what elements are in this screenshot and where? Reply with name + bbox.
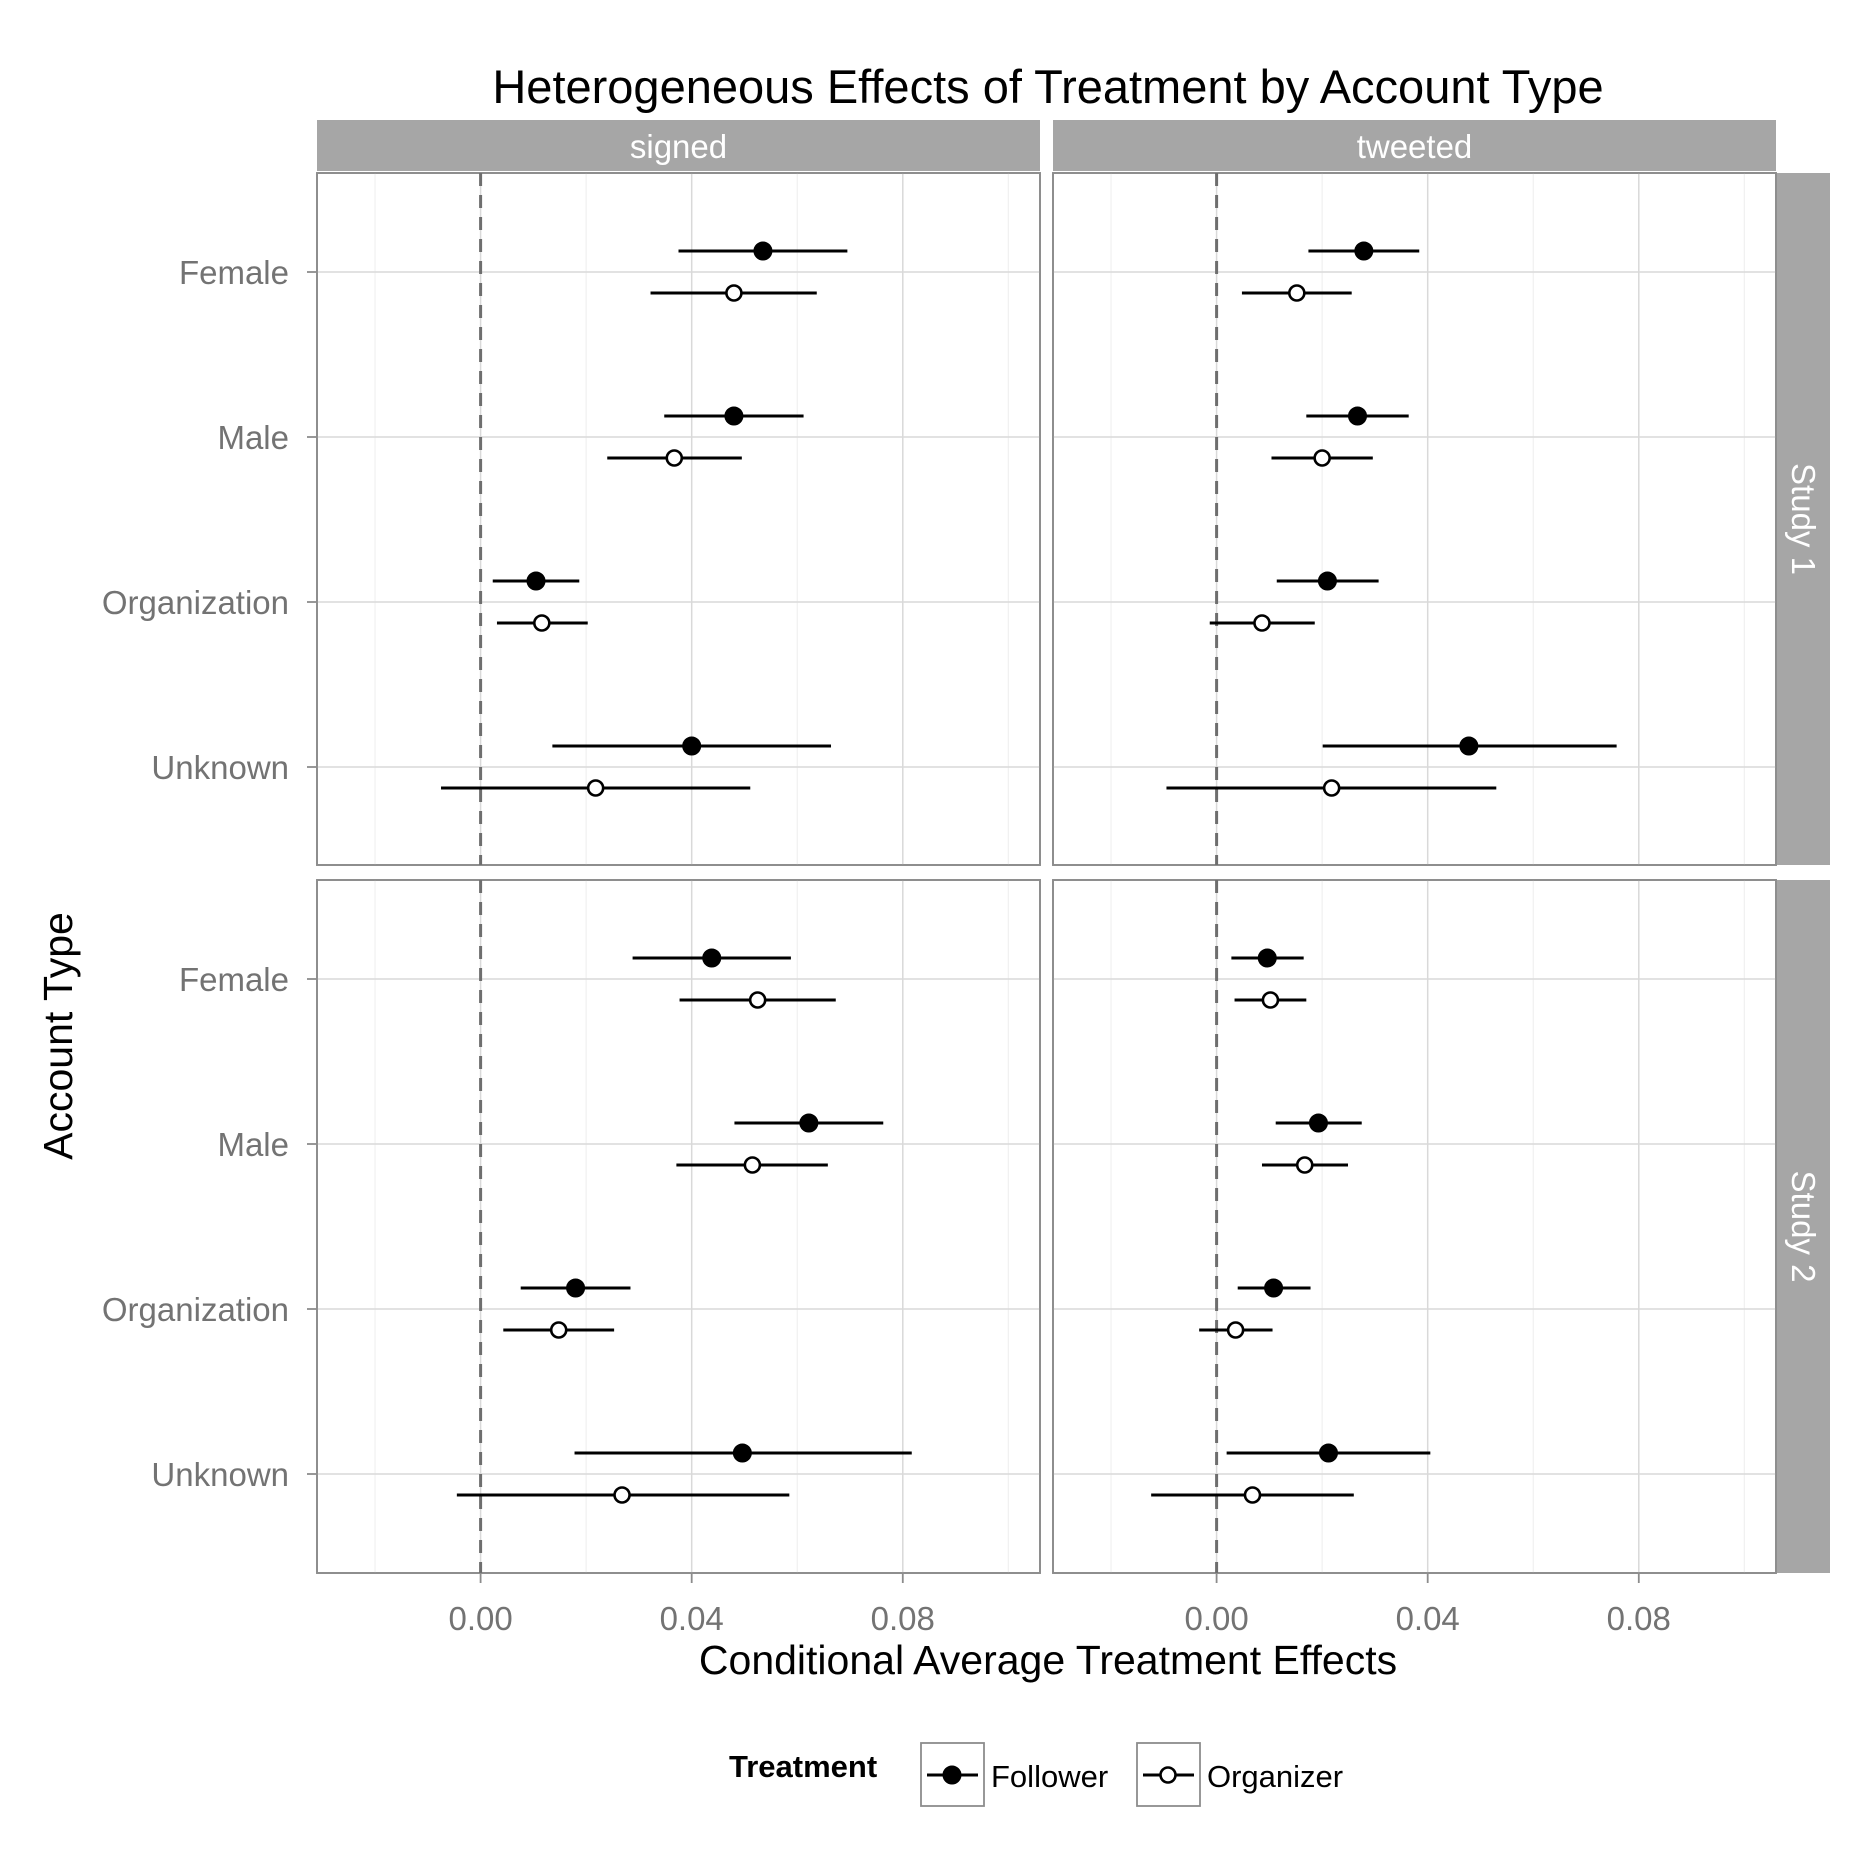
point-male-follower [724, 406, 744, 426]
panel-border [316, 172, 1041, 866]
panel-border [1052, 879, 1777, 1574]
point-organization-follower [1264, 1278, 1284, 1298]
panel-background [316, 172, 1041, 866]
panel-signed-study-2 [316, 879, 1041, 1574]
point-male-follower [1348, 406, 1368, 426]
panel-data-tweeted-study-2 [1151, 948, 1431, 1504]
y-tick-label: Female [179, 961, 289, 998]
point-unknown-organizer [1243, 1486, 1262, 1504]
point-unknown-follower [1459, 736, 1479, 756]
point-female-organizer [725, 284, 743, 302]
y-tick-label: Unknown [151, 1456, 289, 1493]
point-female-follower [702, 948, 722, 968]
panel-data-signed-study-2 [456, 948, 912, 1504]
panel-border [1052, 172, 1777, 866]
x-tick-label: 0.08 [1607, 1600, 1671, 1637]
legend-entry-follower: Follower [920, 1742, 1108, 1807]
y-tick-label: Organization [102, 584, 289, 621]
legend-title: Treatment [729, 1749, 877, 1784]
x-tick-label: 0.00 [1184, 1600, 1248, 1637]
point-unknown-follower [1318, 1443, 1338, 1463]
point-unknown-follower [682, 736, 702, 756]
panel-data-tweeted-study-1 [1166, 241, 1617, 797]
point-organization-follower [526, 571, 546, 591]
point-female-organizer [748, 991, 767, 1009]
panel-signed-study-1 [316, 172, 1041, 866]
facet-strip-label: Study 2 [1785, 1171, 1822, 1283]
y-tick-label: Unknown [151, 749, 289, 786]
point-male-organizer [743, 1156, 762, 1174]
legend-label: Organizer [1207, 1759, 1343, 1794]
point-male-organizer [1313, 449, 1331, 467]
point-female-organizer [1261, 991, 1280, 1009]
x-axis-title: Conditional Average Treatment Effects [699, 1637, 1397, 1683]
legend: Treatment Follower Organizer [729, 1742, 1343, 1807]
y-tick-label: Male [217, 1126, 289, 1163]
point-organization-organizer [533, 614, 551, 632]
panel-tweeted-study-1 [1052, 172, 1777, 866]
legend-entry-organizer: Organizer [1136, 1742, 1343, 1807]
point-unknown-organizer [1322, 779, 1341, 797]
facet-strip-background [1777, 880, 1830, 1573]
y-tick-label: Organization [102, 1291, 289, 1328]
panel-background [1052, 879, 1777, 1574]
point-male-organizer [665, 449, 684, 467]
x-tick-label: 0.08 [871, 1600, 935, 1637]
point-male-organizer [1295, 1156, 1314, 1174]
facet-strip-tweeted: tweeted [1053, 120, 1776, 171]
chart-title: Heterogeneous Effects of Treatment by Ac… [492, 60, 1603, 113]
point-female-organizer [1288, 284, 1306, 302]
point-female-follower [1354, 241, 1374, 261]
y-tick-label: Female [179, 254, 289, 291]
facet-strip-background [1777, 173, 1830, 865]
point-unknown-organizer [613, 1486, 631, 1504]
legend-key-marker [1159, 1766, 1177, 1784]
point-organization-organizer [1226, 1321, 1245, 1339]
facet-strip-label: signed [630, 128, 727, 165]
panel-tweeted-study-2 [1052, 879, 1777, 1574]
point-organization-follower [1317, 571, 1337, 591]
point-organization-follower [566, 1278, 586, 1298]
panel-data-signed-study-1 [441, 241, 848, 797]
point-female-follower [1257, 948, 1277, 968]
panel-background [1052, 172, 1777, 866]
point-unknown-organizer [586, 779, 605, 797]
x-tick-label: 0.04 [660, 1600, 724, 1637]
facet-strip-signed: signed [317, 120, 1040, 171]
x-tick-label: 0.00 [448, 1600, 512, 1637]
panel-background [316, 879, 1041, 1574]
y-axis-title: Account Type [35, 912, 81, 1160]
point-organization-organizer [549, 1321, 568, 1339]
facet-strip-label: Study 1 [1785, 463, 1822, 575]
facet-strip-label: tweeted [1357, 128, 1473, 165]
legend-key-marker [942, 1765, 962, 1785]
facet-strip-background [1053, 120, 1776, 171]
panels: signed tweeted Study 1 Study 2 Female Male Org… [102, 120, 1830, 1637]
x-tick-label: 0.04 [1396, 1600, 1460, 1637]
point-unknown-follower [732, 1443, 752, 1463]
panel-border [316, 879, 1041, 1574]
facet-strip-study-2: Study 2 [1777, 880, 1830, 1573]
facet-strip-study-1: Study 1 [1777, 173, 1830, 865]
y-tick-label: Male [217, 419, 289, 456]
legend-label: Follower [991, 1759, 1108, 1794]
facet-strip-background [317, 120, 1040, 171]
point-organization-organizer [1253, 614, 1271, 632]
point-male-follower [799, 1113, 819, 1133]
point-female-follower [753, 241, 773, 261]
point-male-follower [1308, 1113, 1328, 1133]
